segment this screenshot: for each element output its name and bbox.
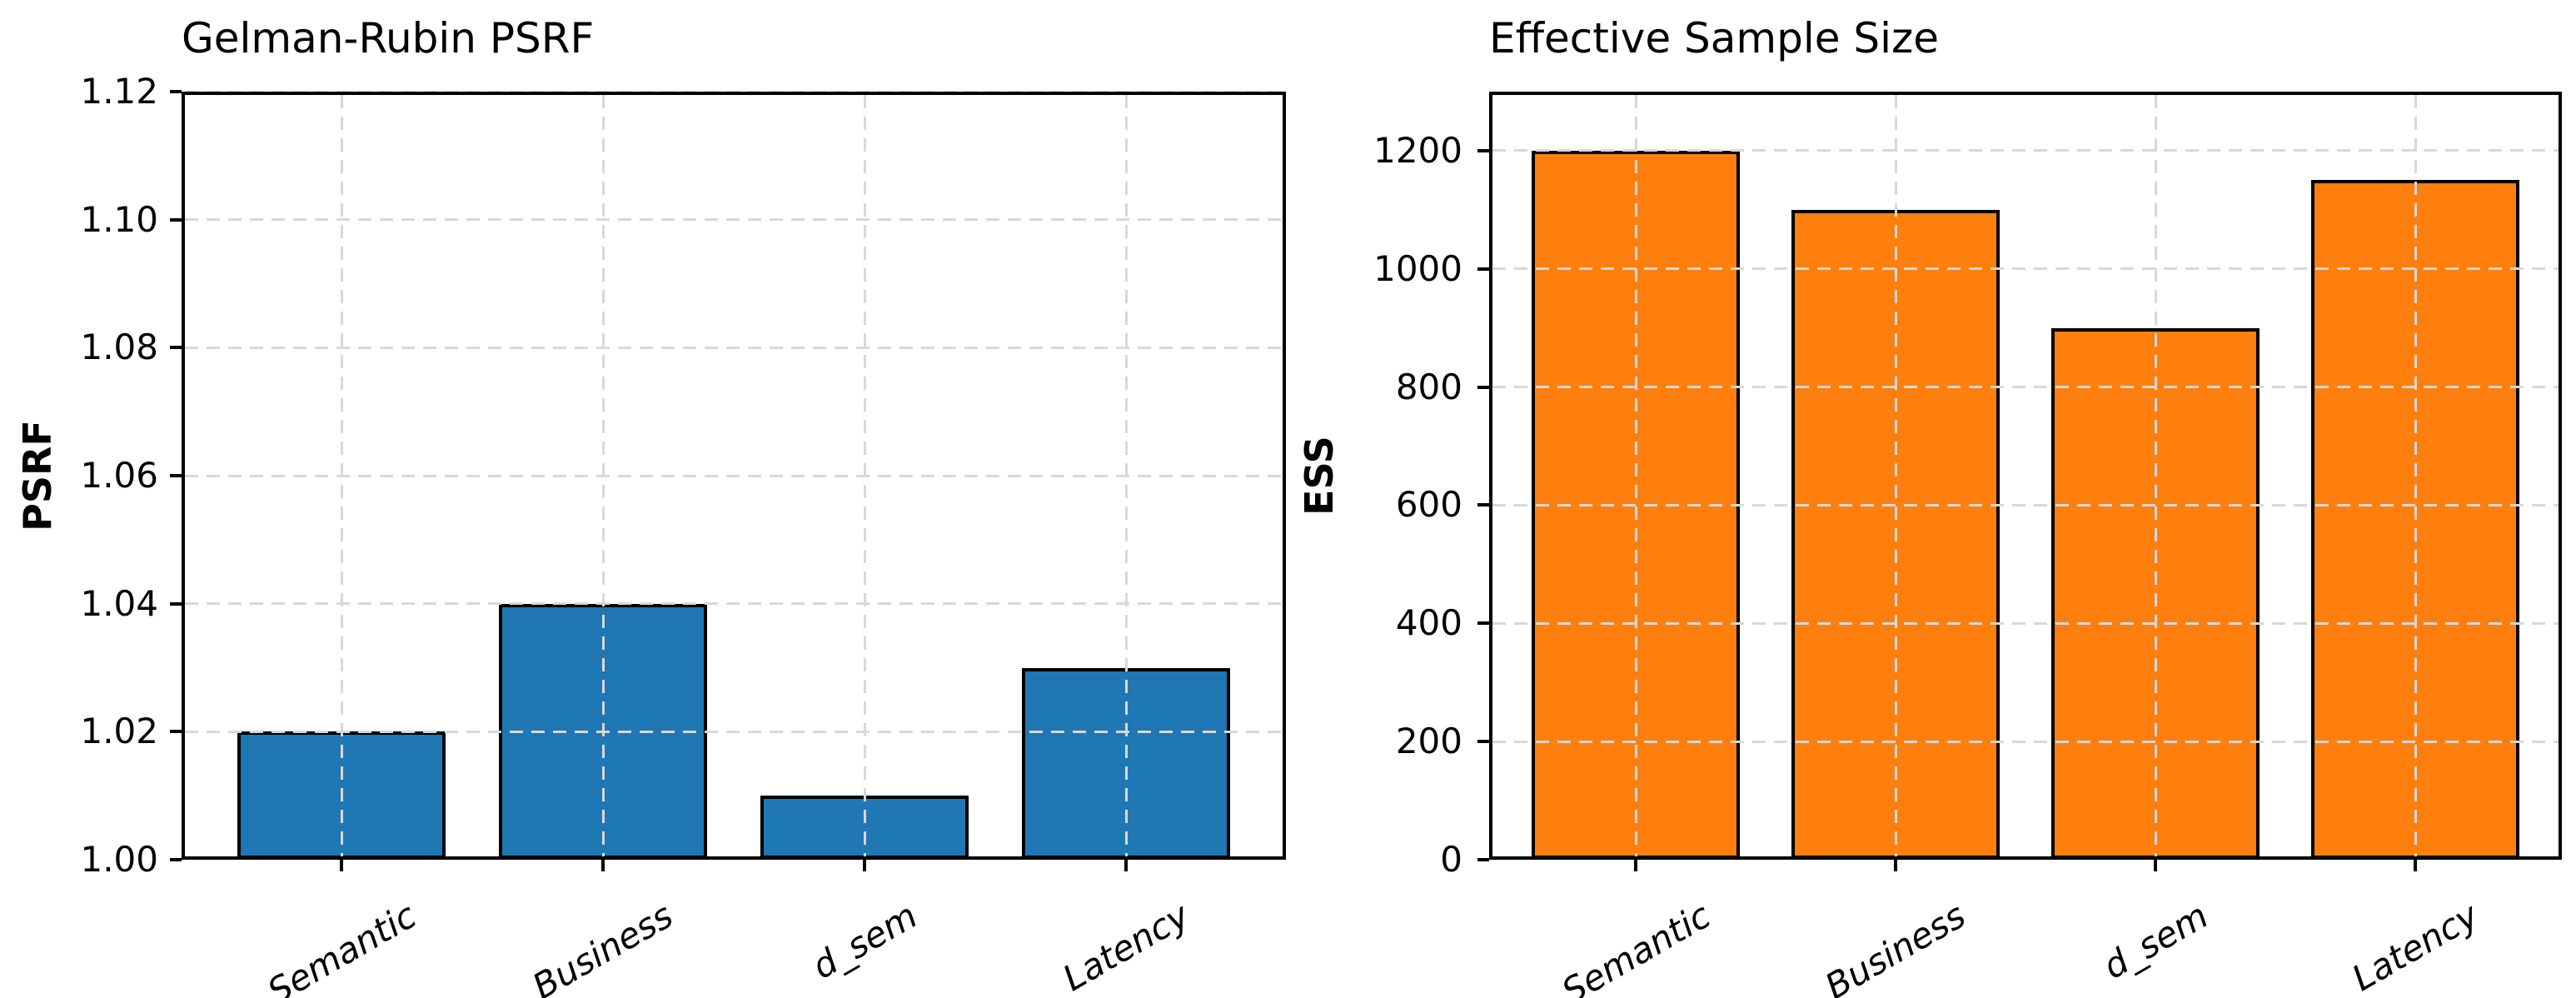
y-tick-label: 1.12 [80, 71, 158, 112]
y-tick-mark [1477, 385, 1489, 389]
gridline-vertical [1124, 95, 1128, 856]
x-tick-mark [340, 860, 343, 871]
gridline-vertical [601, 95, 605, 856]
y-tick-mark [1477, 503, 1489, 507]
gridline-horizontal [1492, 621, 2559, 625]
y-tick-label: 200 [1395, 721, 1462, 762]
y-tick-mark [170, 730, 182, 734]
gridline-vertical [2154, 95, 2157, 856]
gridline-horizontal [1492, 267, 2559, 271]
gridline-vertical [1634, 95, 1637, 856]
y-tick-mark [1477, 267, 1489, 271]
y-tick-mark [170, 601, 182, 606]
gridline-vertical [340, 95, 343, 856]
x-tick-label: Semantic [260, 894, 423, 998]
gridline-horizontal [1492, 149, 2559, 152]
gridline-horizontal [185, 602, 1283, 606]
ess-plot-area [1489, 92, 2562, 860]
y-tick-label: 1200 [1373, 129, 1462, 171]
y-tick-label: 1000 [1373, 247, 1462, 289]
y-tick-label: 1.00 [80, 839, 158, 880]
x-tick-mark [1124, 860, 1128, 871]
y-tick-mark [170, 474, 182, 477]
gridline-horizontal [185, 346, 1283, 349]
y-tick-mark [1477, 740, 1489, 744]
x-tick-mark [2154, 860, 2157, 871]
x-tick-label: Semantic [1554, 894, 1717, 998]
gridline-horizontal [1492, 503, 2559, 506]
x-tick-label: Business [526, 894, 680, 998]
y-tick-label: 800 [1395, 366, 1462, 407]
y-tick-label: 1.10 [80, 198, 158, 240]
y-tick-mark [170, 346, 182, 350]
y-tick-label: 1.04 [80, 582, 158, 624]
psrf-chart-title: Gelman-Rubin PSRF [182, 14, 595, 62]
gridline-vertical [2414, 95, 2417, 856]
x-tick-mark [863, 860, 866, 871]
gridline-vertical [1894, 95, 1897, 856]
gridline-horizontal [185, 218, 1283, 222]
y-tick-mark [1477, 148, 1489, 152]
x-tick-mark [601, 860, 605, 871]
gridline-vertical [863, 95, 866, 856]
gridline-horizontal [1492, 740, 2559, 743]
y-tick-mark [170, 858, 182, 861]
y-tick-mark [170, 217, 182, 222]
x-tick-label: Business [1818, 894, 1973, 998]
gridline-horizontal [185, 474, 1283, 477]
y-tick-label: 400 [1395, 602, 1462, 644]
x-tick-label: d_sem [805, 894, 924, 987]
gridline-horizontal [1492, 386, 2559, 389]
x-tick-label: Latency [2344, 894, 2486, 998]
x-tick-mark [1634, 860, 1637, 871]
ess-chart-title: Effective Sample Size [1489, 14, 1940, 62]
y-tick-label: 600 [1395, 484, 1462, 526]
y-tick-mark [1477, 621, 1489, 626]
y-tick-mark [170, 90, 182, 93]
x-tick-label: d_sem [2095, 894, 2215, 987]
psrf-plot-area [182, 92, 1286, 860]
x-tick-label: Latency [1055, 894, 1197, 998]
x-tick-mark [2414, 860, 2417, 871]
y-tick-label: 1.08 [80, 327, 158, 368]
y-tick-label: 1.06 [80, 455, 158, 496]
gridline-horizontal [185, 730, 1283, 733]
x-tick-mark [1894, 860, 1897, 871]
y-tick-label: 1.02 [80, 711, 158, 752]
y-tick-label: 0 [1440, 839, 1462, 880]
y-tick-mark [1477, 858, 1489, 861]
